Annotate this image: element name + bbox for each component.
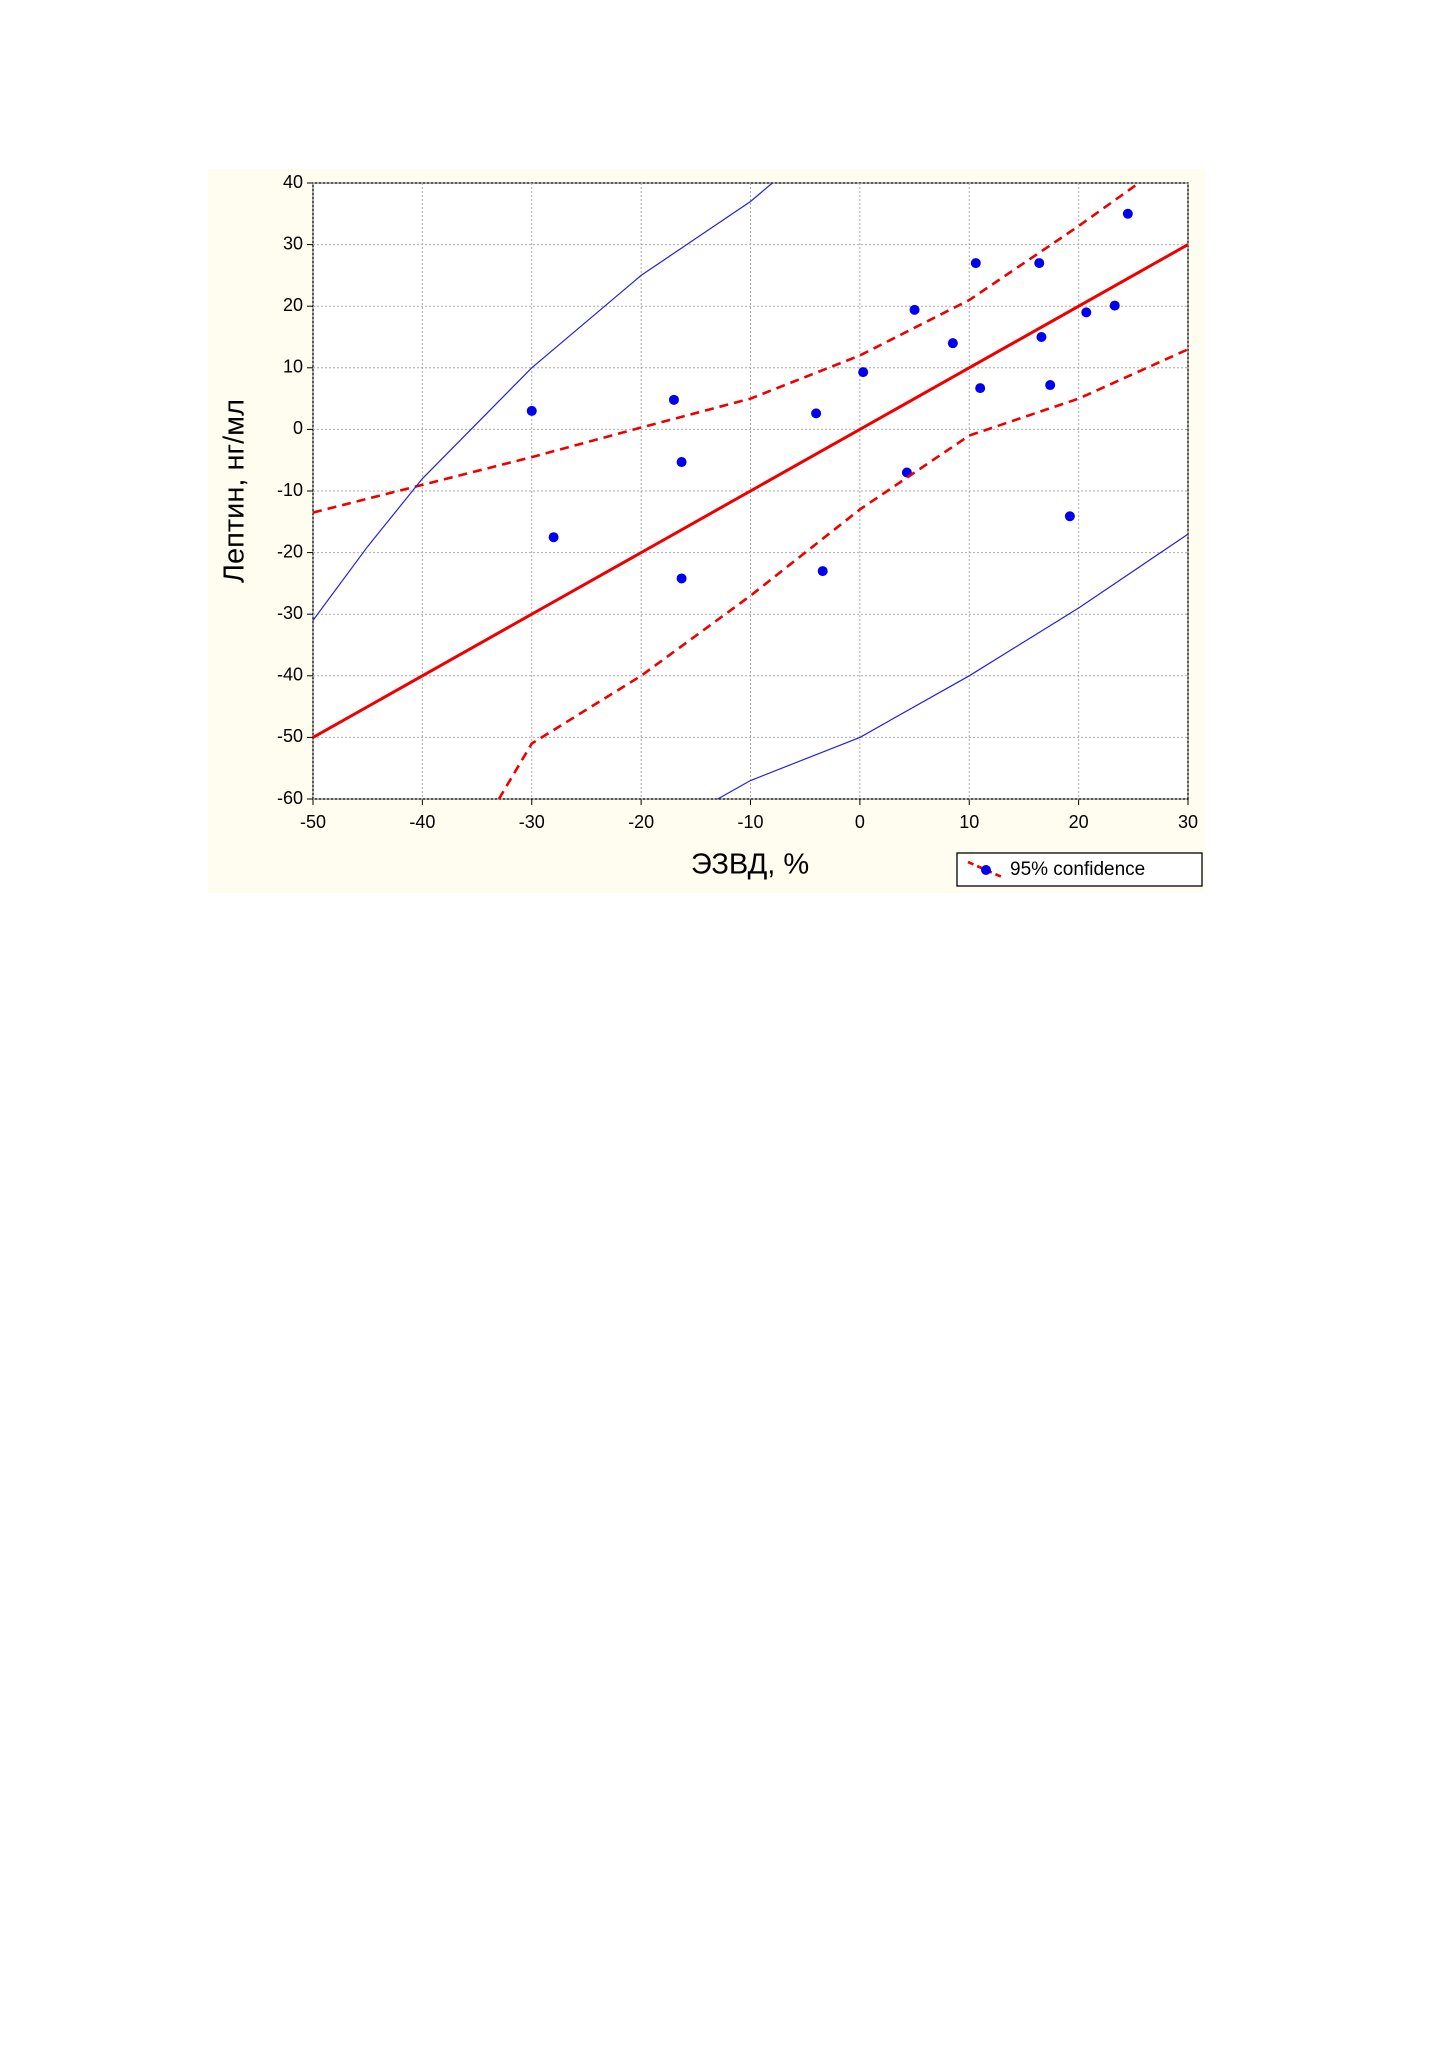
data-point — [817, 566, 828, 577]
data-point — [676, 457, 687, 468]
data-point — [676, 573, 687, 584]
x-axis-title: ЭЗВД, % — [691, 849, 809, 881]
data-point — [1045, 380, 1056, 391]
x-tick-label: -50 — [300, 812, 326, 832]
y-tick-label: 20 — [283, 295, 303, 315]
y-tick-label: -40 — [277, 665, 303, 685]
data-point — [858, 367, 869, 378]
data-point — [1034, 258, 1045, 269]
data-point — [668, 394, 679, 405]
y-tick-label: 0 — [293, 418, 303, 438]
x-tick-label: 20 — [1069, 812, 1089, 832]
line-thin — [717, 533, 1189, 800]
legend-symbol — [967, 860, 1005, 880]
y-tick-label: -30 — [277, 603, 303, 623]
data-point — [548, 532, 559, 543]
legend-symbol-dot — [981, 865, 991, 875]
data-point — [1109, 300, 1120, 311]
line-thin — [312, 182, 773, 621]
data-point — [909, 304, 920, 315]
data-point — [1064, 511, 1075, 522]
x-tick-label: -20 — [628, 812, 654, 832]
legend-label: 95% confidence — [1010, 859, 1145, 880]
x-tick-label: -30 — [519, 812, 545, 832]
y-tick-label: -50 — [277, 726, 303, 746]
data-point — [970, 258, 981, 269]
data-point — [1081, 307, 1092, 318]
x-tick-label: 0 — [855, 812, 865, 832]
y-tick-label: -10 — [277, 480, 303, 500]
x-tick-label: 10 — [959, 812, 979, 832]
data-point — [1122, 208, 1133, 219]
data-point — [947, 338, 958, 349]
line-solid — [312, 243, 1189, 739]
line-dashed — [312, 181, 1140, 514]
data-point — [811, 408, 822, 419]
y-tick-label: 30 — [283, 233, 303, 253]
y-tick-label: -20 — [277, 541, 303, 561]
y-tick-label: 40 — [283, 172, 303, 192]
data-point — [1036, 332, 1047, 342]
x-tick-label: -10 — [737, 812, 763, 832]
x-tick-label: 30 — [1178, 812, 1198, 832]
y-tick-label: -60 — [277, 788, 303, 808]
data-point — [526, 405, 537, 416]
data-point — [975, 383, 986, 394]
x-tick-label: -40 — [409, 812, 435, 832]
legend-box — [956, 852, 1203, 887]
line-dashed — [497, 348, 1189, 800]
y-tick-label: 10 — [283, 357, 303, 377]
y-axis-title: Лептин, нг/мл — [219, 399, 251, 583]
